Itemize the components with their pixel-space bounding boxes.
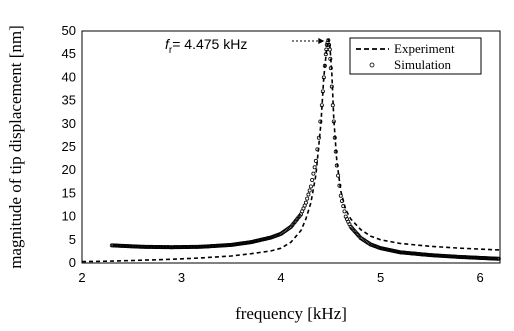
y-tick-label: 45 [62,46,76,61]
simulation-point [310,178,315,183]
simulation-point [338,193,343,198]
simulation-point [308,184,313,189]
simulation-point [342,209,347,214]
legend: Experiment Simulation [349,37,482,75]
simulation-point [496,256,501,261]
x-tick-label: 6 [476,270,483,285]
y-tick-label: 25 [62,139,76,154]
x-axis: 2 3 4 5 6 [78,270,483,285]
plot-area [81,30,501,264]
simulation-point [336,173,341,178]
x-tick-label: 5 [377,270,384,285]
annotation-arrowhead [318,38,325,44]
x-tick-label: 2 [78,270,85,285]
x-axis-title: frequency [kHz] [235,304,347,323]
simulation-point [313,158,318,163]
y-tick-label: 50 [62,23,76,38]
y-tick-label: 10 [62,209,76,224]
simulation-series [109,38,501,261]
y-tick-label: 30 [62,116,76,131]
resonance-annotation: fr= 4.475 kHz [165,36,247,56]
y-tick-label: 40 [62,69,76,84]
experiment-series-line [81,38,501,263]
legend-simulation-marker [369,62,375,68]
simulation-point [311,171,316,176]
x-tick-label: 4 [277,270,284,285]
x-tick-label: 3 [178,270,185,285]
legend-box [349,37,482,75]
y-tick-label: 35 [62,93,76,108]
simulation-point [312,165,317,170]
y-tick-label: 5 [69,232,76,247]
simulation-point [326,38,331,43]
y-tick-label: 20 [62,162,76,177]
y-tick-label: 0 [69,255,76,270]
y-tick-label: 15 [62,185,76,200]
simulation-point [307,188,312,193]
y-axis: 0 5 10 15 20 25 30 35 40 45 50 [62,23,76,270]
simulation-point [337,183,342,188]
y-axis-title: magnitude of tip displacement [nm] [6,25,25,269]
legend-experiment-label: Experiment [394,41,455,56]
simulation-point [303,200,308,205]
simulation-point [316,135,321,140]
legend-simulation-label: Simulation [394,57,452,72]
simulation-point [305,196,310,201]
simulation-point [306,192,311,197]
